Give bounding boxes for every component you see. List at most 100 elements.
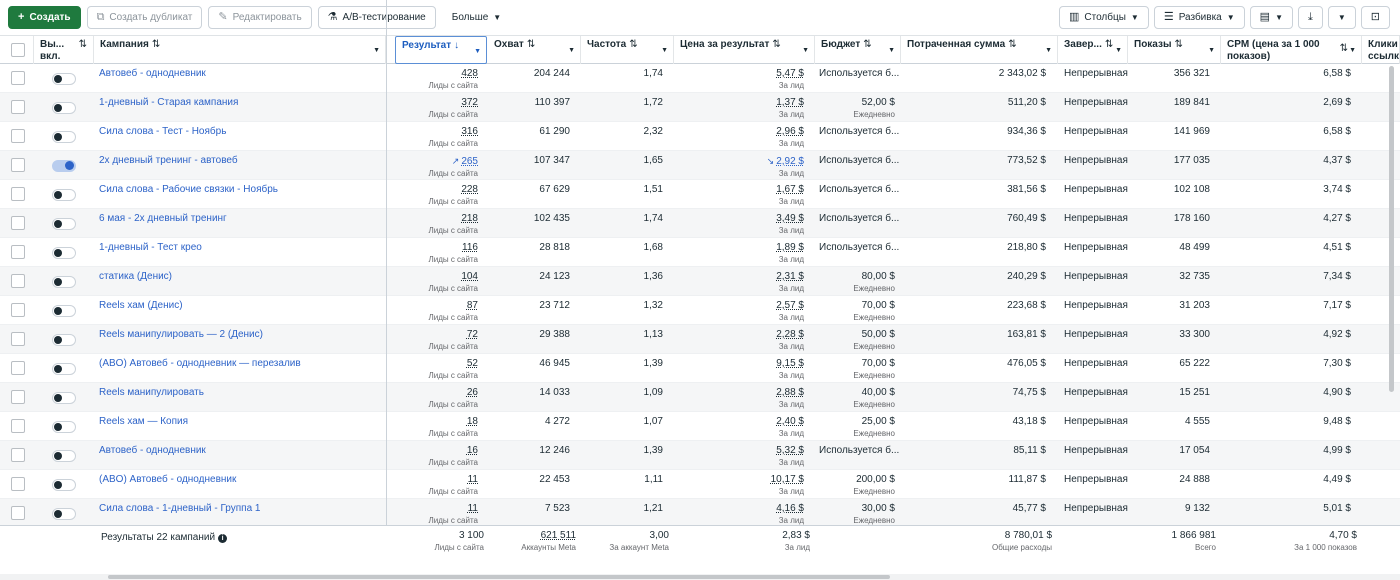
header-spent[interactable]: Потраченная сумма ⇅ ▼ [901, 36, 1058, 64]
campaign-name-link[interactable]: Сила слова - Тест - Ноябрь [99, 126, 227, 137]
budget-cell[interactable]: Используется б... [819, 68, 900, 79]
table-row[interactable]: (ABO) Автовеб - однодневник — перезалив 5… [0, 354, 1400, 383]
row-checkbox[interactable] [11, 71, 25, 85]
info-icon[interactable]: i [218, 534, 228, 543]
campaign-toggle[interactable] [52, 102, 76, 114]
table-row[interactable]: 1-дневный - Тест крео 116 Лиды с сайта 28 8… [0, 238, 1400, 267]
campaign-name-link[interactable]: статика (Денис) [99, 271, 173, 282]
campaign-name-link[interactable]: Сила слова - 1-дневный - Группа 1 [99, 503, 261, 514]
result-value[interactable]: 18 [466, 416, 478, 427]
table-row[interactable]: (ABO) Автовеб - однодневник 11 Лиды с сайт… [0, 470, 1400, 499]
result-value[interactable]: 228 [461, 184, 478, 195]
budget-cell[interactable]: 70,00 $ Ежедневно [853, 300, 895, 322]
edit-button[interactable]: ✎ Редактировать [208, 6, 312, 29]
vertical-scrollbar[interactable] [1389, 66, 1394, 392]
horizontal-scrollbar[interactable] [0, 574, 1400, 580]
budget-cell[interactable]: Используется б... [819, 126, 900, 137]
campaign-name-link[interactable]: 1-дневный - Старая кампания [99, 97, 239, 108]
table-row[interactable]: Сила слова - Тест - Ноябрь 316 Лиды с сайт… [0, 122, 1400, 151]
campaign-name-link[interactable]: Reels хам — Копия [99, 416, 189, 427]
header-cpm[interactable]: CPM (цена за 1 000 показов) ⇅ ▼ [1221, 36, 1362, 64]
cost-per-result-value[interactable]: 2,57 $ [776, 300, 804, 311]
budget-cell[interactable]: 30,00 $ Ежедневно [853, 503, 895, 525]
header-ends[interactable]: Завер... ⇅ ▼ [1058, 36, 1128, 64]
header-budget[interactable]: Бюджет ⇅ ▼ [815, 36, 901, 64]
cost-per-result-value[interactable]: 2,40 $ [776, 416, 804, 427]
cost-per-result-value[interactable]: 2,88 $ [776, 387, 804, 398]
row-checkbox[interactable] [11, 477, 25, 491]
campaign-name-link[interactable]: (ABO) Автовеб - однодневник [99, 474, 237, 485]
cost-per-result-value[interactable]: 5,47 $ [776, 68, 804, 79]
budget-cell[interactable]: Используется б... [819, 445, 900, 456]
cost-per-result-value[interactable]: 2,31 $ [776, 271, 804, 282]
campaign-name-link[interactable]: Reels хам (Денис) [99, 300, 183, 311]
result-value[interactable]: 372 [461, 97, 478, 108]
cost-per-result-value[interactable]: 1,89 $ [776, 242, 804, 253]
row-checkbox[interactable] [11, 158, 25, 172]
export-dropdown-button[interactable]: ▼ [1327, 6, 1356, 29]
cost-per-result-value[interactable]: 3,49 $ [776, 213, 804, 224]
select-all-checkbox[interactable] [11, 43, 25, 57]
campaign-toggle[interactable] [52, 450, 76, 462]
result-value[interactable]: 16 [466, 445, 478, 456]
table-row[interactable]: Автовеб - однодневник 16 Лиды с сайта 12 24… [0, 441, 1400, 470]
duplicate-button[interactable]: ⧉ Создать дубликат [86, 6, 203, 29]
cost-per-result-value[interactable]: 5,32 $ [776, 445, 804, 456]
result-value[interactable]: 265 [461, 156, 478, 167]
row-checkbox[interactable] [11, 303, 25, 317]
result-value[interactable]: 428 [461, 68, 478, 79]
chart-toggle-button[interactable]: ⊡ [1360, 6, 1390, 29]
campaign-toggle[interactable] [52, 131, 76, 143]
campaign-toggle[interactable] [52, 247, 76, 259]
row-checkbox[interactable] [11, 187, 25, 201]
budget-cell[interactable]: 52,00 $ Ежедневно [853, 97, 895, 119]
budget-cell[interactable]: Используется б... [819, 184, 900, 195]
budget-cell[interactable]: 200,00 $ Ежедневно [853, 474, 895, 496]
campaign-toggle[interactable] [52, 276, 76, 288]
table-row[interactable]: Автовеб - однодневник 428 Лиды с сайта 204 … [0, 64, 1400, 93]
budget-cell[interactable]: 25,00 $ Ежедневно [853, 416, 895, 438]
budget-cell[interactable]: 70,00 $ Ежедневно [853, 358, 895, 380]
header-onoff[interactable]: Вы... вкл. ⇅ [34, 36, 94, 64]
campaign-toggle[interactable] [52, 73, 76, 85]
campaign-name-link[interactable]: Автовеб - однодневник [99, 68, 206, 79]
reports-button[interactable]: ▤ ▼ [1249, 6, 1293, 29]
row-checkbox[interactable] [11, 390, 25, 404]
row-checkbox[interactable] [11, 448, 25, 462]
row-checkbox[interactable] [11, 129, 25, 143]
campaign-name-link[interactable]: 2х дневный тренинг - автовеб [99, 155, 238, 166]
campaign-name-link[interactable]: Reels манипулировать [99, 387, 204, 398]
table-row[interactable]: Сила слова - Рабочие связки - Ноябрь 228 Л… [0, 180, 1400, 209]
row-checkbox[interactable] [11, 419, 25, 433]
campaign-toggle[interactable] [52, 421, 76, 433]
result-value[interactable]: 87 [466, 300, 478, 311]
budget-cell[interactable]: 40,00 $ Ежедневно [853, 387, 895, 409]
campaign-toggle[interactable] [52, 189, 76, 201]
row-checkbox[interactable] [11, 216, 25, 230]
campaign-name-link[interactable]: Reels манипулировать — 2 (Денис) [99, 329, 263, 340]
table-row[interactable]: Reels хам (Денис) 87 Лиды с сайта 23 712 1,3… [0, 296, 1400, 325]
campaign-toggle[interactable] [52, 334, 76, 346]
cost-per-result-value[interactable]: 2,96 $ [776, 126, 804, 137]
row-checkbox[interactable] [11, 245, 25, 259]
more-button[interactable]: Больше ▼ [441, 6, 512, 29]
row-checkbox[interactable] [11, 100, 25, 114]
result-value[interactable]: 52 [466, 358, 478, 369]
campaign-name-link[interactable]: 1-дневный - Тест крео [99, 242, 202, 253]
header-campaign[interactable]: Кампания ⇅ ▼ [94, 36, 386, 64]
table-row[interactable]: 6 мая - 2х дневный тренинг 218 Лиды с сайт… [0, 209, 1400, 238]
header-cost-per-result[interactable]: Цена за результат ⇅ ▼ [674, 36, 815, 64]
cost-per-result-value[interactable]: 10,17 $ [770, 474, 804, 485]
table-row[interactable]: 1-дневный - Старая кампания 372 Лиды с сай… [0, 93, 1400, 122]
table-row[interactable]: статика (Денис) 104 Лиды с сайта 24 123 1,36… [0, 267, 1400, 296]
campaign-toggle[interactable] [52, 305, 76, 317]
cost-per-result-value[interactable]: 2,92 $ [776, 156, 804, 167]
campaign-toggle[interactable] [52, 392, 76, 404]
campaign-toggle[interactable] [52, 479, 76, 491]
columns-button[interactable]: ▥ Столбцы ▼ [1058, 6, 1149, 29]
row-checkbox[interactable] [11, 332, 25, 346]
export-button[interactable]: ⤓ [1297, 6, 1323, 29]
result-value[interactable]: 11 [467, 474, 478, 485]
cost-per-result-value[interactable]: 4,16 $ [776, 503, 804, 514]
cost-per-result-value[interactable]: 9,15 $ [776, 358, 804, 369]
